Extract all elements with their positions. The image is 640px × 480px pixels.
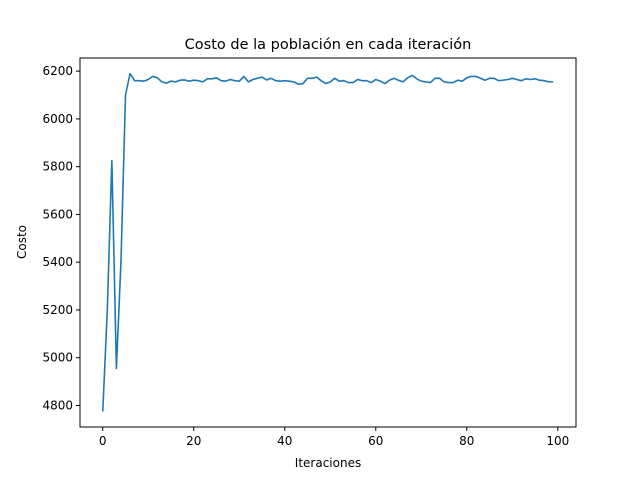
y-tick-label: 5000 — [42, 351, 73, 365]
x-tick-label: 60 — [368, 434, 383, 448]
y-axis: 4800 5000 5200 5400 5600 5800 6000 6200 — [42, 64, 80, 413]
y-tick-label: 5400 — [42, 255, 73, 269]
y-tick-label: 5800 — [42, 160, 73, 174]
x-axis-title: Iteraciones — [295, 456, 361, 470]
y-tick-label: 5600 — [42, 207, 73, 221]
y-tick-label: 6200 — [42, 64, 73, 78]
plot-area — [101, 72, 554, 412]
x-axis: 0 20 40 60 80 100 — [99, 427, 569, 448]
series-line — [101, 72, 554, 412]
y-tick-label: 6000 — [42, 112, 73, 126]
x-tick-label: 80 — [459, 434, 474, 448]
x-tick-label: 20 — [186, 434, 201, 448]
y-axis-title: Costo — [15, 225, 29, 259]
x-tick-label: 40 — [277, 434, 292, 448]
plot-frame — [79, 57, 577, 428]
chart-title: Costo de la población en cada iteración — [185, 37, 472, 53]
x-tick-label: 100 — [546, 434, 569, 448]
x-tick-label: 0 — [99, 434, 107, 448]
y-tick-label: 5200 — [42, 303, 73, 317]
y-tick-label: 4800 — [42, 399, 73, 413]
